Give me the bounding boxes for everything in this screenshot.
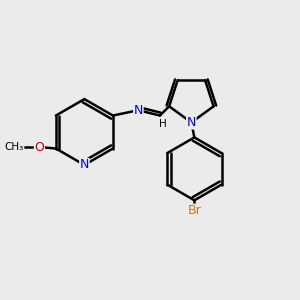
Text: N: N xyxy=(134,104,143,117)
Text: CH₃: CH₃ xyxy=(4,142,24,152)
Text: Br: Br xyxy=(188,204,201,217)
Text: H: H xyxy=(159,119,167,129)
Text: N: N xyxy=(80,158,89,172)
Text: N: N xyxy=(187,116,196,129)
Text: O: O xyxy=(34,140,44,154)
